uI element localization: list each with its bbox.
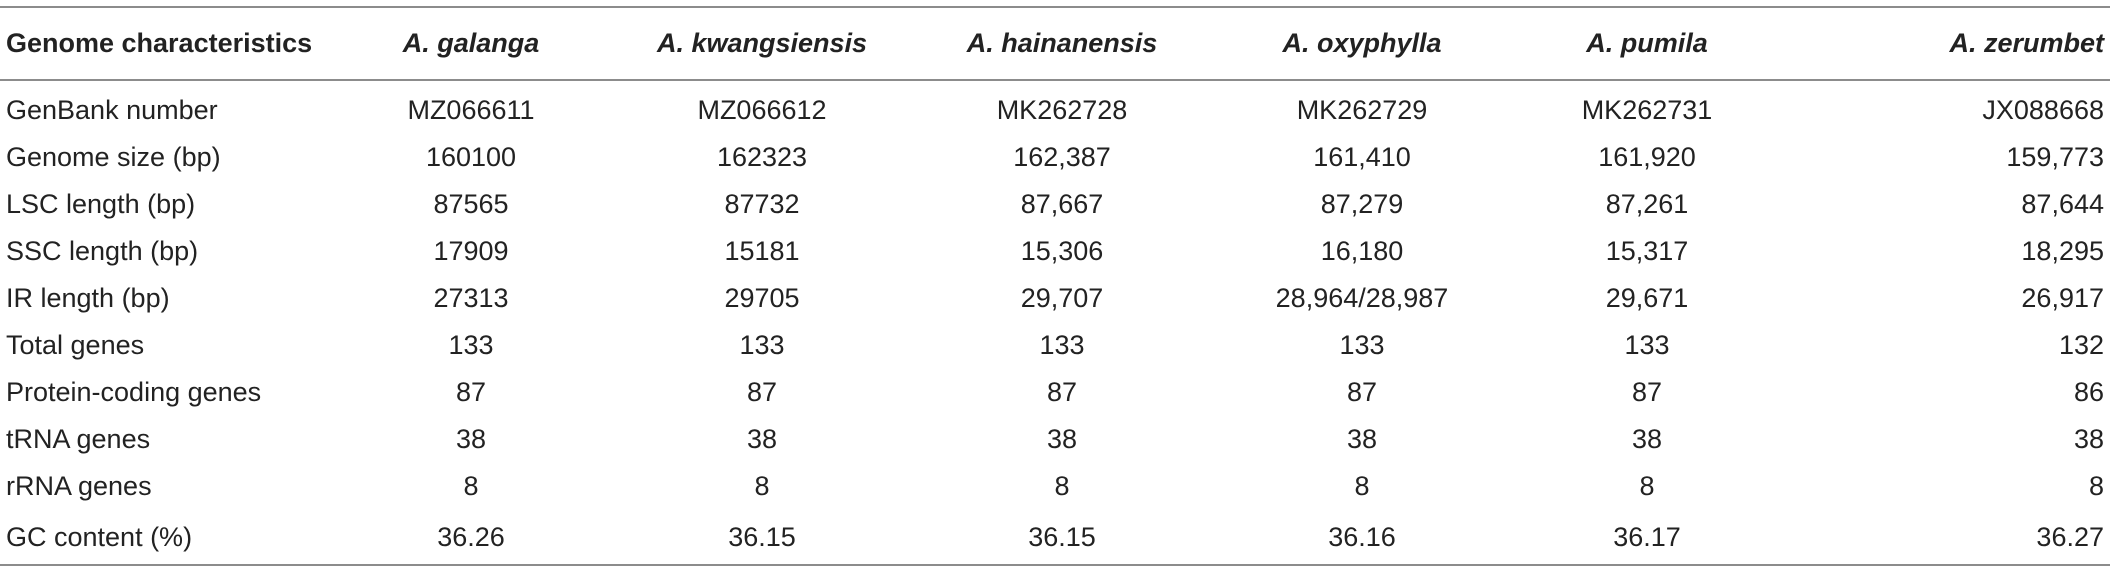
header-a-pumila: A. pumila xyxy=(1512,6,1782,81)
table-cell: 38 xyxy=(1046,424,1078,454)
table-cell: 27313 xyxy=(433,283,509,313)
row-label: GenBank number xyxy=(6,95,218,125)
table-cell: 132 xyxy=(2058,330,2104,360)
table-cell: 133 xyxy=(1624,330,1670,360)
table-cell: 18,295 xyxy=(2021,236,2104,266)
table-cell: 87,279 xyxy=(1320,189,1404,219)
table-cell: 8 xyxy=(1639,471,1655,501)
table-row: Total genes 133 133 133 133 133 132 xyxy=(0,322,2110,369)
header-a-oxyphylla: A. oxyphylla xyxy=(1212,6,1512,81)
table-cell: 160100 xyxy=(425,142,517,172)
row-label: rRNA genes xyxy=(6,471,152,501)
table-row: SSC length (bp) 17909 15181 15,306 16,18… xyxy=(0,228,2110,275)
table-cell: 15,306 xyxy=(1020,236,1104,266)
row-label: SSC length (bp) xyxy=(6,236,199,266)
table-cell: 133 xyxy=(448,330,494,360)
genome-characteristics-table: Genome characteristics A. galanga A. kwa… xyxy=(0,6,2110,566)
table-cell: JX088668 xyxy=(1982,95,2104,125)
row-label: Total genes xyxy=(6,330,145,360)
table-cell: 87 xyxy=(455,377,487,407)
table-cell: 29,671 xyxy=(1605,283,1689,313)
table-cell: MK262728 xyxy=(996,95,1128,125)
table-cell: 87732 xyxy=(724,189,800,219)
row-label: tRNA genes xyxy=(6,424,151,454)
table-cell: 38 xyxy=(1631,424,1663,454)
header-a-kwangsiensis: A. kwangsiensis xyxy=(612,6,912,81)
table-cell: 15,317 xyxy=(1605,236,1689,266)
table-cell: 17909 xyxy=(433,236,509,266)
table-cell: 28,964/28,987 xyxy=(1275,283,1449,313)
table-cell: MZ066612 xyxy=(697,95,827,125)
table-cell: 26,917 xyxy=(2021,283,2104,313)
row-label: IR length (bp) xyxy=(6,283,170,313)
table-cell: 87,644 xyxy=(2021,189,2104,219)
table-cell: 87565 xyxy=(433,189,509,219)
table-cell: 162,387 xyxy=(1013,142,1111,172)
table-cell: 86 xyxy=(2073,377,2104,407)
table-cell: 87,667 xyxy=(1020,189,1104,219)
header-a-zerumbet: A. zerumbet xyxy=(1782,6,2110,81)
table-cell: 36.27 xyxy=(1782,510,2110,566)
table-cell: 36.15 xyxy=(912,510,1212,566)
table-row: tRNA genes 38 38 38 38 38 38 xyxy=(0,416,2110,463)
table-row: IR length (bp) 27313 29705 29,707 28,964… xyxy=(0,275,2110,322)
table-cell: 15181 xyxy=(724,236,800,266)
table-cell: MK262729 xyxy=(1296,95,1428,125)
table-cell: MZ066611 xyxy=(407,95,535,125)
table-cell: 87 xyxy=(1631,377,1663,407)
table-row: rRNA genes 8 8 8 8 8 8 xyxy=(0,463,2110,510)
table-cell: 8 xyxy=(1354,471,1370,501)
table-cell: 38 xyxy=(2073,424,2104,454)
table-cell: 36.16 xyxy=(1212,510,1512,566)
table-row: Protein-coding genes 87 87 87 87 87 86 xyxy=(0,369,2110,416)
table-cell: 38 xyxy=(455,424,487,454)
table-cell: 162323 xyxy=(716,142,808,172)
table-cell: 161,920 xyxy=(1598,142,1696,172)
table-cell: MK262731 xyxy=(1581,95,1713,125)
header-genome-characteristics: Genome characteristics xyxy=(0,6,330,81)
table-cell: 29705 xyxy=(724,283,800,313)
table-cell: 38 xyxy=(1346,424,1378,454)
row-label: Genome size (bp) xyxy=(6,142,221,172)
row-label: GC content (%) xyxy=(0,510,330,566)
table-cell: 8 xyxy=(463,471,479,501)
table-row: Genome size (bp) 160100 162323 162,387 1… xyxy=(0,134,2110,181)
table-row: LSC length (bp) 87565 87732 87,667 87,27… xyxy=(0,181,2110,228)
table-row: GC content (%) 36.26 36.15 36.15 36.16 3… xyxy=(0,510,2110,566)
table-cell: 87 xyxy=(1046,377,1078,407)
table-cell: 87 xyxy=(746,377,778,407)
header-a-hainanensis: A. hainanensis xyxy=(912,6,1212,81)
table-cell: 87 xyxy=(1346,377,1378,407)
table-cell: 16,180 xyxy=(1320,236,1404,266)
table-cell: 8 xyxy=(2088,471,2104,501)
table-cell: 36.26 xyxy=(330,510,612,566)
table-cell: 133 xyxy=(1039,330,1085,360)
table-cell: 8 xyxy=(1054,471,1070,501)
table-cell: 87,261 xyxy=(1605,189,1689,219)
header-a-galanga: A. galanga xyxy=(330,6,612,81)
row-label: Protein-coding genes xyxy=(6,377,262,407)
table-cell: 159,773 xyxy=(2006,142,2104,172)
table-cell: 161,410 xyxy=(1313,142,1411,172)
table-row: GenBank number MZ066611 MZ066612 MK26272… xyxy=(0,80,2110,134)
table-cell: 133 xyxy=(739,330,785,360)
row-label: LSC length (bp) xyxy=(6,189,196,219)
header-row: Genome characteristics A. galanga A. kwa… xyxy=(0,6,2110,81)
table-cell: 38 xyxy=(746,424,778,454)
table-cell: 8 xyxy=(754,471,770,501)
table-cell: 29,707 xyxy=(1020,283,1104,313)
table-cell: 133 xyxy=(1339,330,1385,360)
table-cell: 36.17 xyxy=(1512,510,1782,566)
table-cell: 36.15 xyxy=(612,510,912,566)
